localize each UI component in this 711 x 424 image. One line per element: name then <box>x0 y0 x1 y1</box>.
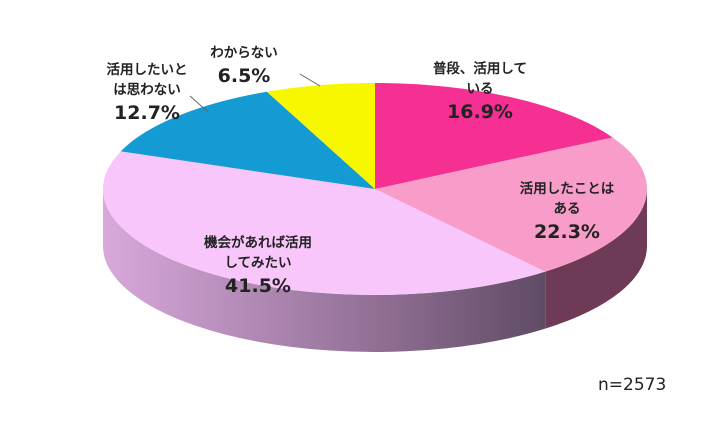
slice-category-line: いる <box>467 81 494 97</box>
pie-slice-3 <box>102 151 546 295</box>
slice-label-4: 活用したいとは思わない 12.7% <box>107 61 188 124</box>
pie-side-2 <box>545 189 647 329</box>
slice-category-line: してみたい <box>224 255 291 271</box>
pie-slice-4 <box>120 91 376 189</box>
leader-line-4 <box>189 95 209 113</box>
pie-side-3 <box>102 189 546 352</box>
pie-slice-2 <box>375 137 647 272</box>
leader-line-5 <box>299 73 321 87</box>
slice-value-label: 12.7% <box>114 102 180 124</box>
slice-label-1: 普段、活用している 16.9% <box>433 60 527 123</box>
slice-value-label: 16.9% <box>447 101 513 123</box>
slice-label-2: 活用したことはある 22.3% <box>520 180 615 243</box>
pie-slice-5 <box>266 83 375 189</box>
slice-category-line: 活用したことは <box>520 180 615 197</box>
slice-value-label: 22.3% <box>534 221 600 243</box>
slice-category-line: わからない <box>210 45 278 61</box>
slice-label-5: わからない 6.5% <box>210 45 278 87</box>
sample-size-note: n=2573 <box>598 375 667 395</box>
slice-category-line: 普段、活用して <box>433 60 527 77</box>
slice-value-label: 6.5% <box>218 65 271 87</box>
slice-category-line: ある <box>554 201 581 217</box>
slice-label-3: 機会があれば活用してみたい 41.5% <box>204 234 312 297</box>
slice-category-line: は思わない <box>113 82 181 98</box>
slice-category-line: 機会があれば活用 <box>204 234 312 251</box>
pie-slice-1 <box>375 83 613 189</box>
slice-category-line: 活用したいと <box>107 61 188 78</box>
slice-value-label: 41.5% <box>225 275 291 297</box>
pie-side-wall <box>102 189 647 352</box>
